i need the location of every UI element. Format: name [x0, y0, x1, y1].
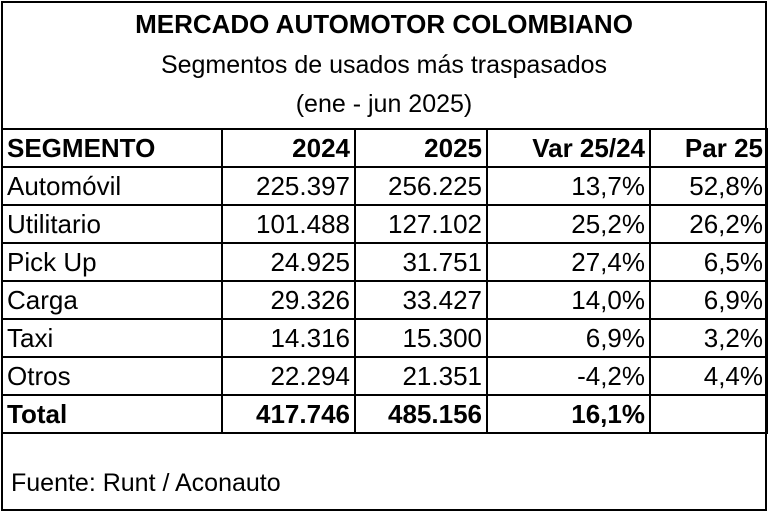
table-row: Utilitario 101.488 127.102 25,2% 26,2%: [1, 204, 768, 244]
table-row: Automóvil 225.397 256.225 13,7% 52,8%: [1, 166, 768, 206]
table-cell: Taxi: [1, 318, 223, 358]
table-cell: 16,1%: [486, 394, 651, 434]
data-table: SEGMENTO 2024 2025 Var 25/24 Par 25 Automóvil…: [1, 128, 768, 434]
table-cell: [649, 394, 768, 434]
table-cell: 27,4%: [486, 242, 651, 282]
table-cell: 127.102: [354, 204, 488, 244]
table-cell: Otros: [1, 356, 223, 396]
table-row: Taxi 14.316 15.300 6,9% 3,2%: [1, 318, 768, 358]
table-cell: SEGMENTO: [1, 128, 223, 168]
table-cell: 52,8%: [649, 166, 768, 206]
table-cell: 4,4%: [649, 356, 768, 396]
table-cell: 13,7%: [486, 166, 651, 206]
table-cell: 485.156: [354, 394, 488, 434]
table-cell: Par 25: [649, 128, 768, 168]
table-cell: 25,2%: [486, 204, 651, 244]
table-cell: 31.751: [354, 242, 488, 282]
table-cell: 29.326: [221, 280, 356, 320]
table-row: Pick Up 24.925 31.751 27,4% 6,5%: [1, 242, 768, 282]
subtitle: Segmentos de usados más traspasados: [160, 51, 608, 79]
table-row: Otros 22.294 21.351 -4,2% 4,4%: [1, 356, 768, 396]
table-cell: 21.351: [354, 356, 488, 396]
table-row: SEGMENTO 2024 2025 Var 25/24 Par 25: [1, 128, 768, 168]
title: MERCADO AUTOMOTOR COLOMBIANO: [135, 9, 633, 39]
table-cell: Pick Up: [1, 242, 223, 282]
table-cell: 6,9%: [486, 318, 651, 358]
table-row: Carga 29.326 33.427 14,0% 6,9%: [1, 280, 768, 320]
table-cell: 6,5%: [649, 242, 768, 282]
table-row: Total 417.746 485.156 16,1%: [1, 394, 768, 434]
table-cell: Total: [1, 394, 223, 434]
table-cell: 14,0%: [486, 280, 651, 320]
table-cell: -4,2%: [486, 356, 651, 396]
table-cell: 2024: [221, 128, 356, 168]
table-cell: 256.225: [354, 166, 488, 206]
table-cell: Utilitario: [1, 204, 223, 244]
table-cell: 3,2%: [649, 318, 768, 358]
period: (ene - jun 2025): [295, 90, 473, 118]
table-cell: Carga: [1, 280, 223, 320]
table-cell: Automóvil: [1, 166, 223, 206]
table-cell: 22.294: [221, 356, 356, 396]
table-cell: 24.925: [221, 242, 356, 282]
table-cell: 33.427: [354, 280, 488, 320]
table-cell: 2025: [354, 128, 488, 168]
table-cell: 26,2%: [649, 204, 768, 244]
table-cell: Var 25/24: [486, 128, 651, 168]
table-cell: 6,9%: [649, 280, 768, 320]
table-cell: 225.397: [221, 166, 356, 206]
table-cell: 417.746: [221, 394, 356, 434]
table-cell: 15.300: [354, 318, 488, 358]
table-cell: 101.488: [221, 204, 356, 244]
table-cell: 14.316: [221, 318, 356, 358]
source: Fuente: Runt / Aconauto: [11, 469, 281, 497]
